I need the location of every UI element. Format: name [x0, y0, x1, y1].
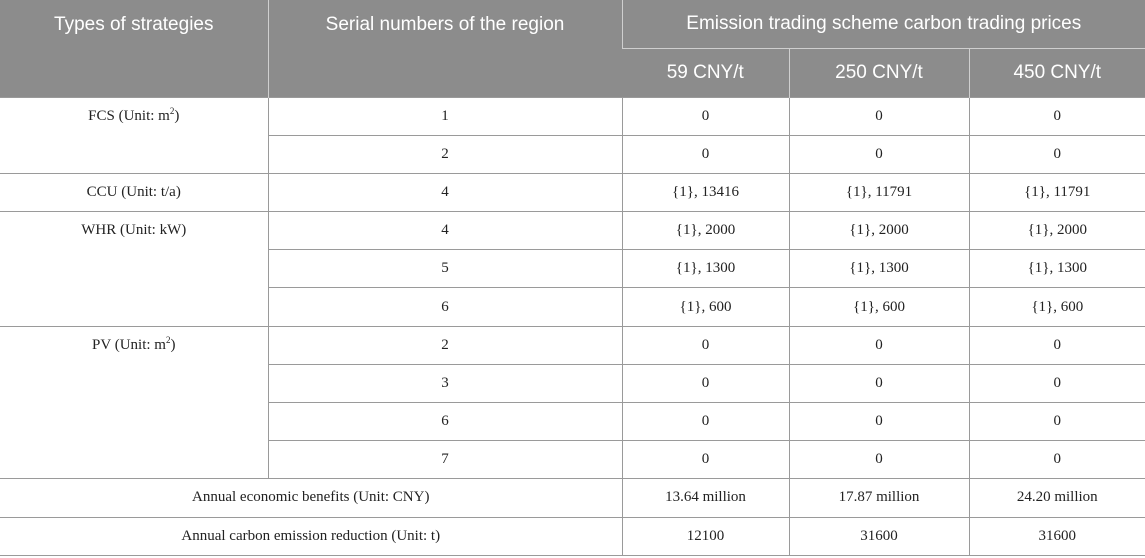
- header-price-59: 59 CNY/t: [622, 48, 789, 97]
- value-cell: 0: [788, 440, 970, 480]
- value-cell: 0: [621, 363, 790, 404]
- value-cell: 0: [621, 440, 790, 480]
- value-cell: {1}, 2000: [621, 211, 790, 251]
- value-cell: 0: [968, 134, 1145, 174]
- table-header: Types of strategies Serial numbers of th…: [0, 0, 1145, 97]
- value-cell: 0: [968, 96, 1145, 136]
- region-cell: 1: [267, 96, 623, 136]
- value-cell: 0: [788, 325, 970, 365]
- table-row: FCS (Unit: m2) 1 0 0 0: [0, 96, 1145, 174]
- table-body: FCS (Unit: m2) 1 0 0 0 2 0 0 0 CCU (Unit…: [0, 96, 1145, 556]
- value-cell: 0: [968, 363, 1145, 404]
- strategy-ccu: CCU (Unit: t/a): [0, 172, 269, 213]
- strategy-pv-sup: 2: [165, 334, 171, 345]
- value-cell: 24.20 million: [968, 478, 1145, 518]
- value-cell: 0: [968, 325, 1145, 365]
- strategy-pv-label: PV (Unit: m: [92, 336, 166, 353]
- value-cell: 0: [621, 325, 790, 365]
- value-cell: {1}, 2000: [788, 211, 970, 251]
- table-row: WHR (Unit: kW) 4 {1}, 2000 {1}, 2000 {1}…: [0, 211, 1145, 327]
- table-row: 3 0 0 0: [0, 363, 1145, 404]
- region-cell: 2: [267, 325, 623, 365]
- region-cell: 2: [268, 134, 623, 174]
- strategy-pv-close: ): [170, 336, 176, 353]
- summary-label-emission: Annual carbon emission reduction (Unit: …: [0, 516, 623, 556]
- region-cell: 6: [268, 287, 623, 327]
- value-cell: {1}, 11791: [968, 172, 1145, 213]
- strategy-pv: PV (Unit: m2): [0, 325, 269, 480]
- value-cell: 0: [968, 440, 1145, 480]
- value-cell: 17.87 million: [788, 478, 970, 518]
- value-cell: 31600: [788, 516, 970, 556]
- table-row: 2 0 0 0: [0, 134, 1145, 174]
- summary-row: Annual economic benefits (Unit: CNY) 13.…: [0, 478, 1145, 518]
- region-cell: 3: [268, 363, 623, 404]
- summary-row: Annual carbon emission reduction (Unit: …: [0, 516, 1145, 556]
- strategy-fcs-sup: 2: [169, 105, 175, 116]
- region-cell: 4: [267, 211, 623, 251]
- strategy-fcs-close: ): [174, 107, 180, 124]
- value-cell: {1}, 600: [968, 287, 1145, 327]
- value-cell: 0: [968, 401, 1145, 442]
- value-cell: 13.64 million: [621, 478, 790, 518]
- value-cell: {1}, 1300: [968, 249, 1145, 289]
- value-cell: 0: [621, 96, 790, 136]
- region-cell: 7: [268, 440, 623, 480]
- header-price-450: 450 CNY/t: [968, 48, 1145, 97]
- table-row: 5 {1}, 1300 {1}, 1300 {1}, 1300: [0, 249, 1145, 289]
- value-cell: 0: [621, 401, 790, 442]
- value-cell: {1}, 11791: [788, 172, 970, 213]
- value-cell: 12100: [621, 516, 790, 556]
- strategy-fcs: FCS (Unit: m2): [0, 96, 269, 174]
- strategy-whr: WHR (Unit: kW): [0, 211, 269, 327]
- value-cell: 0: [788, 96, 970, 136]
- value-cell: {1}, 2000: [968, 211, 1145, 251]
- region-cell: 4: [267, 172, 623, 213]
- header-price-group: Emission trading scheme carbon trading p…: [621, 0, 1145, 49]
- header-price-250: 250 CNY/t: [788, 48, 969, 97]
- value-cell: {1}, 600: [788, 287, 970, 327]
- table-row: 6 {1}, 600 {1}, 600 {1}, 600: [0, 287, 1145, 327]
- value-cell: 0: [788, 401, 970, 442]
- value-cell: {1}, 13416: [621, 172, 790, 213]
- value-cell: 0: [621, 134, 790, 174]
- table-row: PV (Unit: m2) 2 0 0 0: [0, 325, 1145, 480]
- value-cell: {1}, 1300: [621, 249, 790, 289]
- value-cell: {1}, 600: [621, 287, 790, 327]
- header-strategy-type: Types of strategies: [0, 0, 268, 97]
- table-row: CCU (Unit: t/a) 4 {1}, 13416 {1}, 11791 …: [0, 172, 1145, 213]
- strategy-fcs-label: FCS (Unit: m: [88, 107, 170, 124]
- value-cell: 0: [788, 134, 970, 174]
- region-cell: 5: [268, 249, 623, 289]
- value-cell: {1}, 1300: [788, 249, 970, 289]
- table-row: 7 0 0 0: [0, 440, 1145, 480]
- value-cell: 0: [788, 363, 970, 404]
- region-cell: 6: [268, 401, 623, 442]
- header-region-serial: Serial numbers of the region: [267, 0, 622, 97]
- summary-label-economic: Annual economic benefits (Unit: CNY): [0, 478, 623, 518]
- value-cell: 31600: [968, 516, 1145, 556]
